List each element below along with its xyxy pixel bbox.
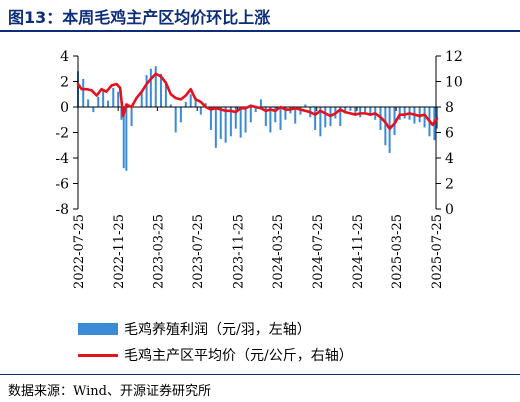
- profit-bar: [199, 107, 202, 115]
- legend-swatch-line: [78, 353, 118, 357]
- left-tick-label: -4: [55, 151, 69, 167]
- profit-bar: [214, 107, 217, 148]
- profit-bar: [249, 107, 252, 123]
- profit-bar: [145, 75, 148, 108]
- line-layer: [76, 72, 439, 130]
- profit-bar: [274, 107, 277, 123]
- profit-bar: [294, 107, 297, 124]
- legend-item-bars: 毛鸡养殖利润（元/羽，左轴）: [78, 316, 353, 342]
- right-tick-label: 8: [445, 100, 454, 116]
- title-rule: [0, 30, 520, 32]
- profit-bar: [209, 107, 212, 130]
- right-tick-label: 0: [445, 202, 454, 218]
- profit-bar: [125, 107, 128, 171]
- profit-bar: [224, 107, 227, 143]
- left-tick-label: -6: [55, 177, 69, 193]
- x-tick-label: 2022-11-25: [112, 214, 127, 289]
- profit-bar: [403, 107, 406, 119]
- right-tick-label: 6: [445, 126, 454, 142]
- profit-bar: [179, 107, 182, 123]
- profit-bar: [314, 107, 317, 130]
- left-tick-label: -2: [55, 126, 69, 142]
- profit-bar: [92, 107, 95, 113]
- profit-bar: [174, 107, 177, 133]
- x-tick-label: 2022-07-25: [72, 214, 87, 289]
- left-tick-label: 2: [60, 75, 69, 91]
- profit-bar: [169, 104, 172, 107]
- x-tick-label: 2024-11-25: [351, 214, 366, 289]
- profit-bar: [324, 107, 327, 128]
- price-line: [76, 72, 439, 130]
- legend-label-bars: 毛鸡养殖利润（元/羽，左轴）: [124, 322, 311, 338]
- x-tick-label: 2023-07-25: [191, 214, 206, 289]
- left-tick-label: -8: [55, 202, 69, 218]
- profit-bar: [140, 91, 143, 107]
- profit-bar: [284, 107, 287, 120]
- profit-bar: [319, 107, 322, 137]
- profit-bar: [279, 107, 282, 130]
- profit-bar: [269, 107, 272, 133]
- profit-bar: [120, 107, 123, 120]
- profit-bar: [159, 73, 162, 107]
- profit-bar: [229, 107, 232, 137]
- right-tick-label: 12: [445, 49, 463, 65]
- profit-bar: [149, 68, 152, 107]
- chart: 4 2 0 -2 -4 -6 -8 12 10 8 6 4 2 0 2022-07-25 2022-11-25…: [55, 49, 462, 289]
- x-tick-label: 2023-11-25: [231, 214, 246, 289]
- profit-bar: [130, 107, 133, 127]
- x-tick-label: 2024-07-25: [311, 214, 326, 289]
- profit-bar: [349, 107, 352, 111]
- bottom-rule: [0, 374, 520, 375]
- x-tick-label: 2025-03-25: [390, 214, 405, 289]
- axes-layer: [73, 55, 441, 210]
- profit-bar: [304, 104, 307, 107]
- left-tick-label: 4: [60, 49, 69, 65]
- x-tick-label: 2025-07-25: [430, 214, 445, 289]
- legend: 毛鸡养殖利润（元/羽，左轴） 毛鸡主产区平均价（元/公斤，右轴）: [78, 316, 353, 368]
- x-tick-label: 2024-03-25: [271, 214, 286, 289]
- profit-bar: [107, 100, 110, 108]
- profit-bar: [369, 107, 372, 116]
- profit-bar: [339, 107, 342, 127]
- profit-bar: [117, 91, 120, 107]
- right-tick-label: 10: [445, 75, 463, 91]
- profit-bar: [102, 89, 105, 107]
- right-tick-label: 4: [445, 151, 454, 167]
- profit-bar: [423, 107, 426, 128]
- left-tick-label: 0: [60, 100, 69, 116]
- profit-bar: [259, 99, 262, 107]
- profit-bar: [112, 87, 115, 108]
- profit-bar: [219, 107, 222, 139]
- x-tick-label: 2023-03-25: [151, 214, 166, 289]
- profit-bar: [82, 78, 85, 107]
- profit-bar: [254, 107, 257, 113]
- labels-layer: 4 2 0 -2 -4 -6 -8 12 10 8 6 4 2 0 2022-07-25 2022-11-25…: [55, 49, 462, 289]
- profit-bar: [184, 101, 187, 107]
- profit-bar: [189, 94, 192, 107]
- profit-bar: [384, 107, 387, 146]
- legend-label-line: 毛鸡主产区平均价（元/公斤，右轴）: [124, 348, 353, 364]
- profit-bar: [234, 107, 237, 129]
- profit-bar: [344, 107, 347, 114]
- profit-bar: [239, 107, 242, 138]
- profit-bar: [164, 84, 167, 107]
- profit-bar: [154, 66, 157, 107]
- right-tick-label: 2: [445, 177, 454, 193]
- profit-bar: [122, 107, 125, 169]
- legend-swatch-bars: [78, 323, 118, 335]
- bars-layer: [77, 66, 438, 171]
- profit-bar: [97, 96, 100, 107]
- profit-bar: [87, 99, 90, 107]
- profit-bar: [244, 107, 247, 133]
- profit-bar: [204, 103, 207, 107]
- legend-item-line: 毛鸡主产区平均价（元/公斤，右轴）: [78, 342, 353, 368]
- profit-bar: [194, 96, 197, 107]
- figure-title: 图13：本周毛鸡主产区均价环比上涨: [8, 8, 271, 27]
- source-note: 数据来源：Wind、开源证券研究所: [8, 384, 211, 399]
- profit-bar: [264, 107, 267, 127]
- profit-bar: [354, 107, 357, 115]
- profit-bar: [364, 107, 367, 113]
